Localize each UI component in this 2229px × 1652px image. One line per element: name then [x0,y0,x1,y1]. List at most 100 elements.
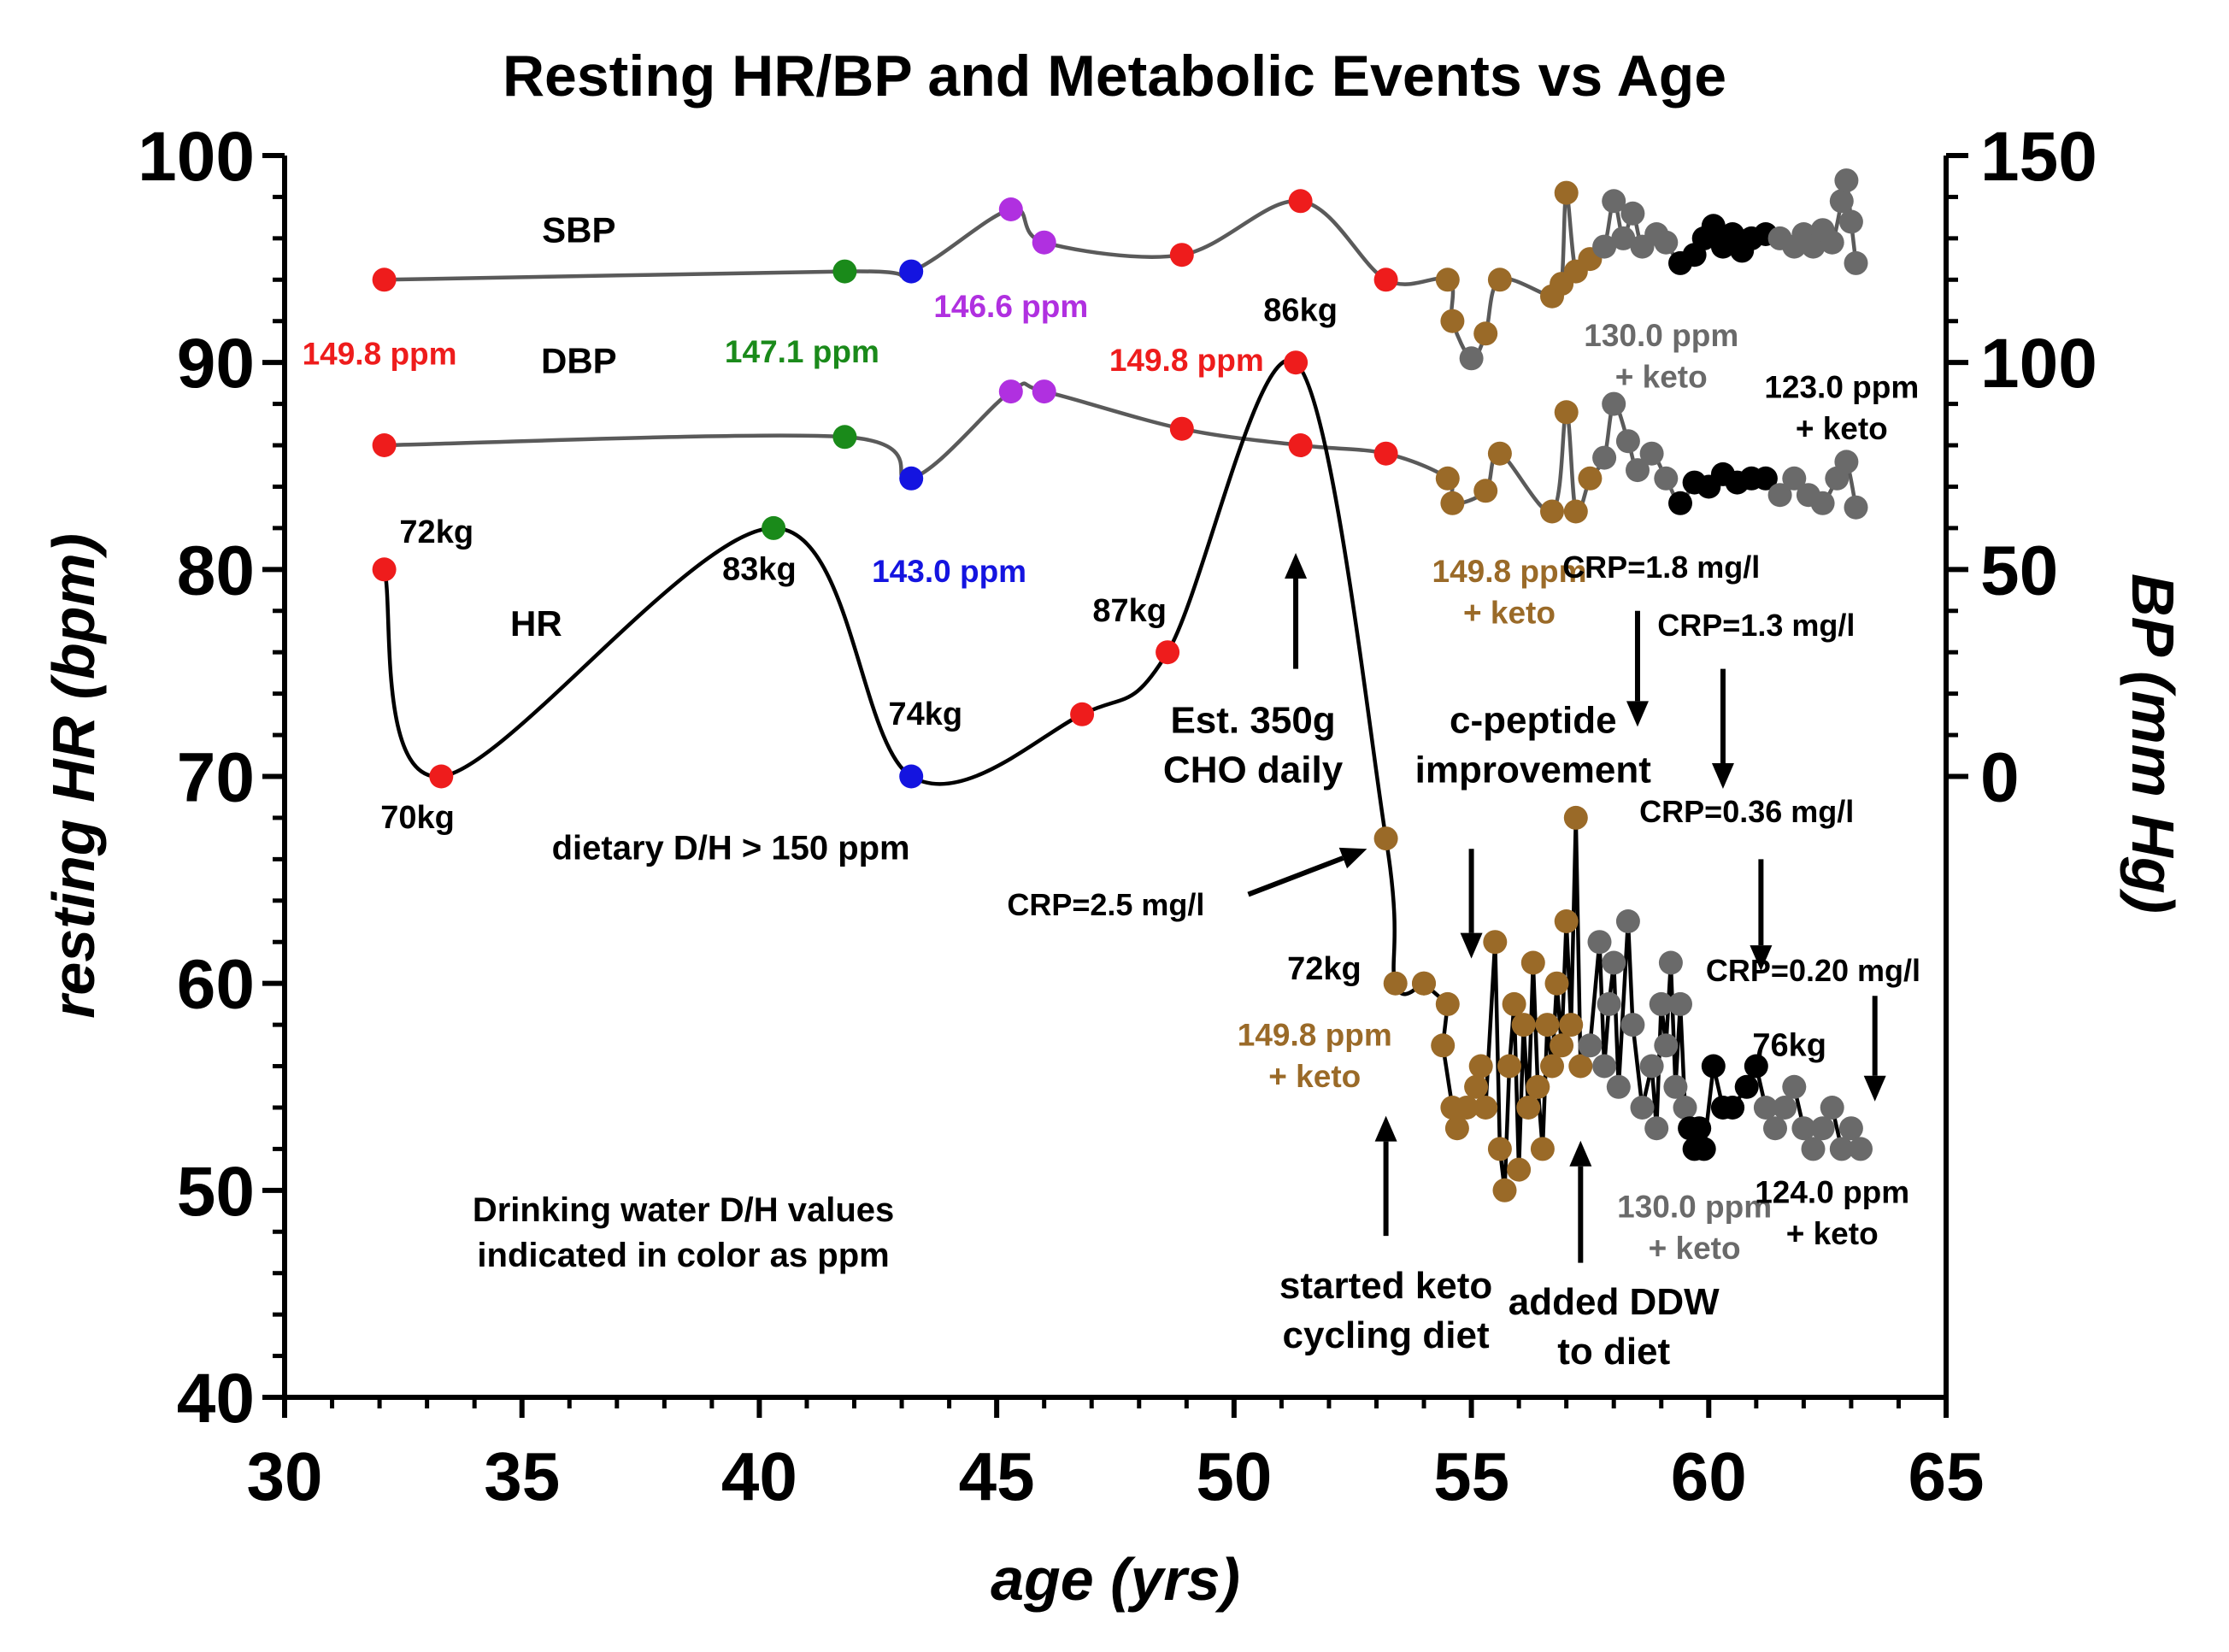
hr-late-point [1701,1054,1726,1079]
hr-point [1383,971,1408,996]
sbp-point [1620,201,1645,226]
annotation-arrow-head [1863,1075,1886,1102]
annotation-arrow-head [1711,763,1734,790]
sbp-point [1487,267,1512,292]
annotation-text-line: indicated in color as ppm [477,1237,889,1274]
hr-late-point [1468,1054,1493,1079]
hr-late-point [1502,991,1526,1016]
y-left-tick-label: 70 [177,739,255,817]
hr-late-point [1773,1096,1797,1120]
ppm-label: 123.0 ppm + keto [1764,369,1919,446]
sbp-point [372,267,397,292]
sbp-point [1032,230,1056,255]
ppm-label-line: + keto [1649,1231,1741,1266]
x-ticks: 30 35 40 45 50 55 60 65 [247,1397,1985,1514]
y-right-tick-label: 50 [1980,532,2058,609]
dbp-point [1288,433,1313,457]
ppm-label-line: + keto [1463,596,1556,631]
hr-late-point [1435,991,1460,1016]
dbp-point [1473,479,1498,503]
sbp-point [1611,226,1636,250]
annotation-arrow-head [1285,552,1308,579]
hr-late-point [1606,1074,1631,1099]
weight-label: 87kg [1092,593,1167,629]
ppm-label: 149.8 ppm + keto [1432,554,1587,631]
annotation-text-line: to diet [1557,1331,1670,1373]
ppm-label-line: + keto [1615,360,1708,395]
dbp-point [1668,491,1692,515]
hr-late-point [1620,1013,1645,1038]
sbp-point [1701,214,1726,238]
sbp-point [1829,189,1854,214]
y-right-tick-label: 0 [1980,739,2020,817]
weight-label: 76kg [1752,1027,1826,1063]
hr-point [372,557,397,582]
hr-late-point [1734,1074,1759,1099]
x-tick-label: 55 [1433,1438,1509,1514]
hr-late-point [1687,1116,1712,1141]
hr-late-point [1520,950,1545,975]
hr-late-point [1487,1137,1512,1161]
hr-late-point [1810,1116,1835,1141]
x-tick-label: 65 [1908,1438,1985,1514]
annotation-text: CRP=0.36 mg/l [1639,794,1854,829]
y-axis-left-label: resting HR (bpm) [40,533,107,1019]
annotation-text: CRP=1.3 mg/l [1657,608,1855,643]
hr-late-point [1473,1096,1498,1120]
dbp-point [899,466,924,491]
annotation-text-line: CRP=2.5 mg/l [1007,887,1204,922]
ppm-label: 149.8 ppm [303,337,457,372]
hr-late-point [1464,1074,1489,1099]
labels: SBP DBP HR 72kg 70kg 83kg 74kg 87kg 86kg 72kg 76kg… [303,210,1920,1373]
dbp-point [1626,458,1650,483]
arrows [1247,552,1886,1263]
annotation-text-line: CHO daily [1163,750,1344,791]
hr-late-point [1511,1013,1536,1038]
dbp-point [1554,400,1579,425]
ppm-label-line: 149.8 ppm [303,337,457,372]
y-left-tick-label: 100 [138,118,255,196]
ppm-label-line: 124.0 ppm [1755,1174,1909,1209]
sbp-point [1473,321,1498,346]
hr-point [762,515,786,540]
annotation-text-line: CRP=0.36 mg/l [1639,794,1854,829]
ppm-label: 130.0 ppm + keto [1584,318,1738,395]
annotation-arrow-head [1460,932,1483,959]
hr-late-point [1849,1137,1873,1161]
hr-late-point [1455,1096,1479,1120]
ppm-label-line: 130.0 ppm [1584,318,1738,353]
chart-title: Resting HR/BP and Metabolic Events vs Ag… [503,44,1726,109]
sbp-point [1654,230,1679,255]
y-left-tick-label: 90 [177,325,255,403]
hr-late-point [1763,1116,1787,1141]
annotation-text-line: started keto [1279,1265,1492,1307]
sbp-point [1459,346,1484,371]
hr-late-point [1649,991,1673,1016]
x-tick-label: 30 [247,1438,323,1514]
hr-late-point [1544,971,1569,996]
series-label: HR [510,603,562,644]
annotation-text: added DDW to diet [1509,1281,1720,1373]
annotation-text-line: dietary D/H > 150 ppm [552,829,910,867]
hr-late-point [1654,1033,1679,1058]
hr-late-point [1530,1137,1555,1161]
x-tick-label: 60 [1671,1438,1747,1514]
ppm-label: 124.0 ppm + keto [1755,1174,1909,1251]
annotation-text-line: CRP=0.20 mg/l [1706,953,1920,988]
hr-point [1373,826,1398,851]
x-tick-label: 50 [1196,1438,1272,1514]
dbp-point [1639,441,1664,466]
dbp-point [1540,499,1564,524]
weight-label: 83kg [722,551,797,587]
annotation-text-line: c-peptide [1450,700,1617,742]
dbp-point [1834,450,1859,474]
y-left-ticks: 40 50 60 70 80 90 100 [138,118,285,1437]
hr-late-point [1431,1033,1456,1058]
hr-late-point [1658,950,1683,975]
hr-late-point [1782,1074,1807,1099]
x-tick-label: 35 [484,1438,560,1514]
hr-late-point [1497,1054,1521,1079]
sbp-point [832,259,857,284]
annotation-text: CRP=0.20 mg/l [1706,953,1920,988]
hr-point [1070,702,1095,726]
